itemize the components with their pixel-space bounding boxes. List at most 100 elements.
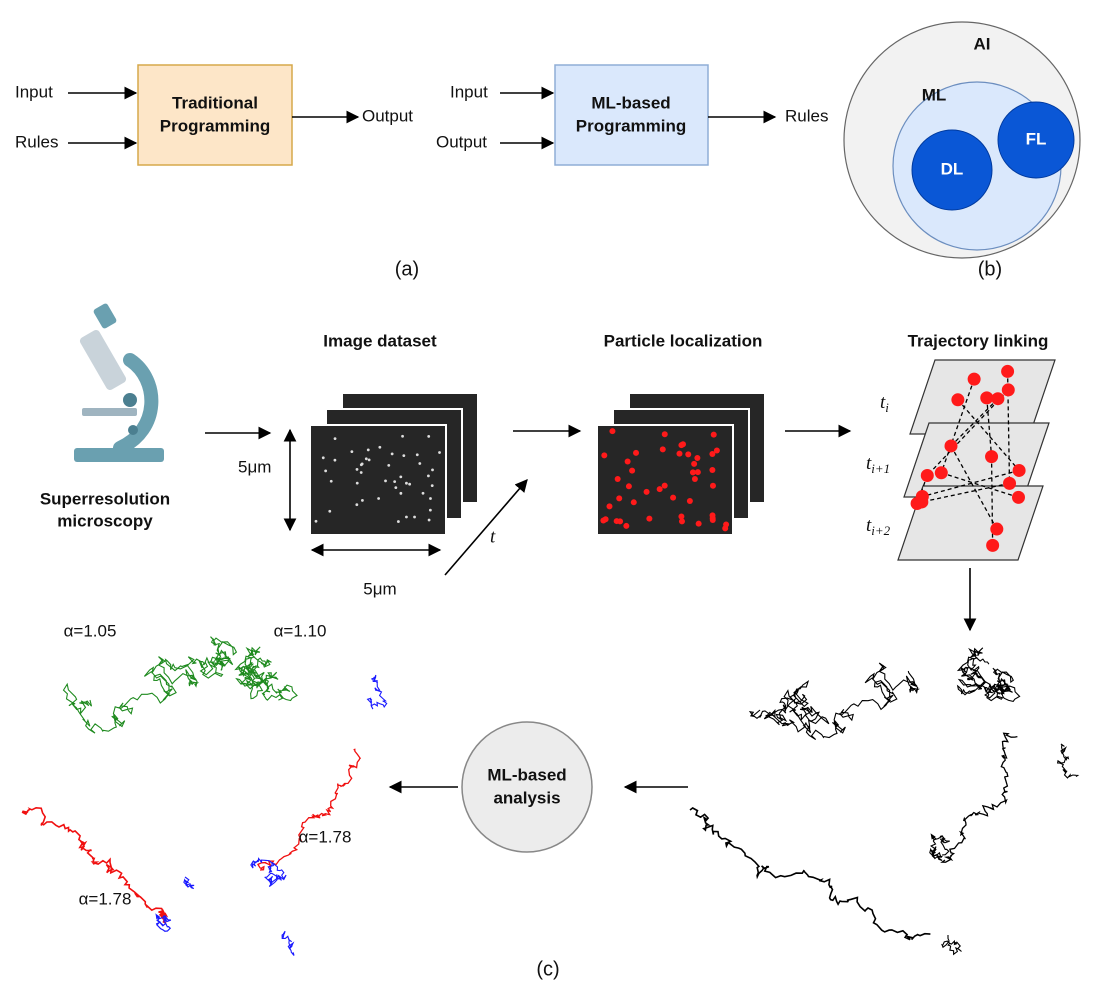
particle: [935, 466, 948, 479]
spot: [356, 468, 359, 471]
linking-planes: [898, 360, 1055, 560]
box-label: Programming: [576, 116, 687, 135]
particle: [614, 518, 620, 524]
ml-label: ML: [922, 85, 947, 104]
spot: [350, 450, 353, 453]
localization-stack: [597, 393, 765, 535]
particle: [601, 452, 607, 458]
particle: [623, 523, 629, 529]
frame-label: ti+1: [866, 453, 890, 476]
process-box: [138, 65, 292, 165]
particle: [968, 373, 981, 386]
spot: [322, 456, 325, 459]
particle: [687, 498, 693, 504]
particle: [678, 513, 684, 519]
caption: (a): [395, 258, 419, 280]
spot: [328, 510, 331, 513]
image-frame: [310, 425, 446, 535]
stage-title: Image dataset: [323, 331, 437, 350]
particle: [631, 499, 637, 505]
particle: [644, 489, 650, 495]
particle: [921, 469, 934, 482]
particle: [609, 428, 615, 434]
frame-label: ti+2: [866, 515, 891, 538]
spot: [422, 492, 425, 495]
time-label: t: [490, 526, 496, 547]
particle: [662, 431, 668, 437]
analysis-label: ML-based: [487, 765, 566, 784]
spot: [427, 435, 430, 438]
microscope-label: Superresolution: [40, 489, 170, 508]
trajectory: [258, 749, 361, 870]
shape: [82, 408, 137, 416]
spot: [408, 483, 411, 486]
process-box: [555, 65, 708, 165]
spot: [438, 451, 441, 454]
particle: [980, 391, 993, 404]
trajectory: [958, 648, 1020, 702]
spot: [384, 479, 387, 482]
trajectory: [942, 733, 1017, 862]
image-stack: [310, 393, 478, 535]
spot: [367, 449, 370, 452]
shape: [93, 302, 118, 329]
particle: [616, 495, 622, 501]
particle: [694, 455, 700, 461]
trajectory: [942, 935, 961, 954]
spot: [427, 474, 430, 477]
caption: (b): [978, 258, 1002, 280]
particle: [714, 448, 720, 454]
spot: [405, 482, 408, 485]
particle: [951, 393, 964, 406]
particle: [991, 392, 1004, 405]
spot: [429, 497, 432, 500]
particle: [709, 467, 715, 473]
fl-label: FL: [1026, 129, 1047, 148]
trajectory: [1058, 744, 1078, 778]
frame-label: ti: [880, 392, 889, 415]
particle: [690, 469, 696, 475]
particle: [691, 461, 697, 467]
exponent-label: α=1.78: [299, 827, 352, 846]
particle: [662, 483, 668, 489]
spot: [368, 458, 371, 461]
spot: [355, 503, 358, 506]
trajectory: [690, 808, 930, 940]
spot: [387, 464, 390, 467]
spot: [356, 482, 359, 485]
box-label: Programming: [160, 116, 271, 135]
input-label: Rules: [15, 132, 58, 151]
particle: [696, 521, 702, 527]
spot: [334, 459, 337, 462]
trajectory: [236, 647, 297, 701]
input-label: Input: [15, 82, 53, 101]
particle: [626, 483, 632, 489]
spot: [361, 499, 364, 502]
stage-title: Particle localization: [604, 331, 763, 350]
particle: [603, 516, 609, 522]
box-label: ML-based: [591, 93, 670, 112]
particle: [685, 451, 691, 457]
input-label: Output: [436, 132, 487, 151]
exponent-label: α=1.78: [79, 889, 132, 908]
analysis-circle: [462, 722, 592, 852]
input-label: Input: [450, 82, 488, 101]
microscope-icon: [74, 302, 164, 462]
spot: [413, 516, 416, 519]
particle: [722, 525, 728, 531]
spot: [393, 480, 396, 483]
particle: [692, 476, 698, 482]
shape: i: [885, 400, 889, 415]
particle: [680, 441, 686, 447]
trajectory: [368, 675, 387, 709]
spot: [418, 462, 421, 465]
particle: [660, 446, 666, 452]
exponent-label: α=1.05: [64, 621, 117, 640]
spot: [334, 437, 337, 440]
spot: [402, 454, 405, 457]
spot: [378, 446, 381, 449]
ai-label: AI: [974, 34, 991, 53]
particle: [710, 483, 716, 489]
particle: [711, 432, 717, 438]
analysis-label: analysis: [493, 788, 560, 807]
